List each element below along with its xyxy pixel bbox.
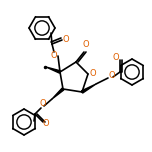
Text: O: O: [90, 69, 96, 78]
Polygon shape: [52, 88, 64, 99]
Polygon shape: [46, 67, 60, 73]
Text: O: O: [83, 40, 89, 49]
Text: O: O: [109, 71, 115, 81]
Text: O: O: [40, 98, 46, 107]
Text: O: O: [51, 50, 57, 59]
Polygon shape: [81, 84, 96, 93]
Text: O: O: [43, 119, 49, 128]
Text: O: O: [113, 52, 119, 62]
Text: O: O: [63, 35, 69, 43]
